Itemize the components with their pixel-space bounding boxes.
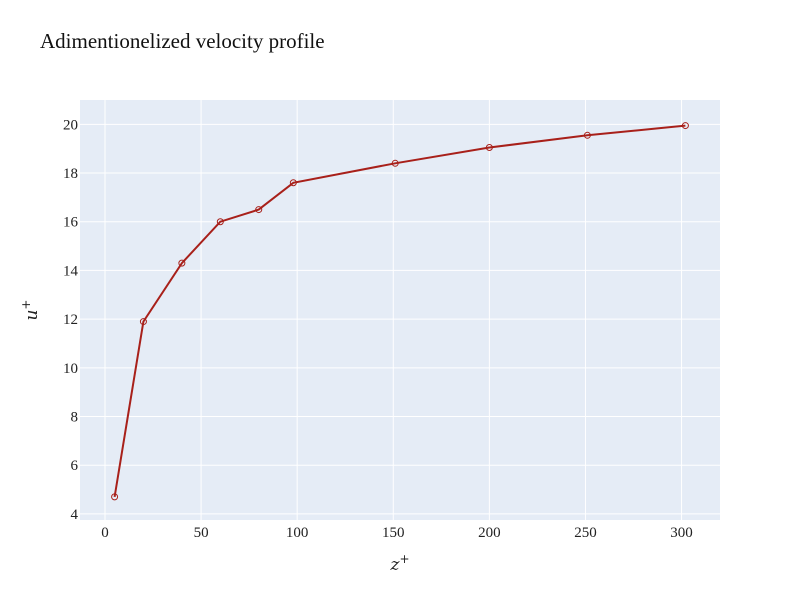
- x-axis-label-sup: +: [399, 552, 409, 566]
- x-tick-label: 0: [101, 525, 109, 541]
- y-tick-label: 20: [63, 117, 78, 133]
- x-axis-label: z+: [389, 552, 409, 575]
- x-tick-label: 150: [382, 525, 405, 541]
- x-tick-label: 300: [670, 525, 693, 541]
- y-axis-label-sup: +: [19, 299, 33, 309]
- data-point: [485, 143, 493, 151]
- y-axis-label: u+: [19, 299, 42, 320]
- data-point: [111, 493, 119, 501]
- x-axis-label-base: z: [389, 555, 400, 575]
- y-tick-label: 12: [63, 312, 78, 328]
- x-tick-label: 250: [574, 525, 597, 541]
- plot-area: [80, 100, 720, 520]
- x-axis-ticks: 0 50 100 150 200 250 300: [101, 525, 693, 541]
- x-tick-label: 100: [286, 525, 309, 541]
- series-line: [113, 124, 686, 498]
- grid-lines: [80, 100, 720, 520]
- y-tick-label: 16: [63, 215, 79, 231]
- y-tick-label: 10: [63, 361, 78, 377]
- data-point: [139, 318, 147, 326]
- data-point: [289, 179, 297, 187]
- y-tick-label: 14: [63, 263, 79, 279]
- data-point: [681, 122, 689, 130]
- series-markers: [111, 122, 689, 501]
- data-point: [216, 218, 224, 226]
- x-tick-label: 200: [478, 525, 501, 541]
- data-point: [178, 259, 186, 267]
- data-point: [255, 206, 263, 214]
- y-axis-ticks: 4 6 8 10 12 14 16 18 20: [63, 117, 79, 523]
- y-tick-label: 6: [71, 458, 79, 474]
- data-point: [583, 131, 591, 139]
- y-tick-label: 4: [71, 507, 79, 523]
- data-point: [391, 159, 399, 167]
- chart-title: Adimentionelized velocity profile: [40, 29, 325, 53]
- y-axis-label-base: u: [22, 310, 42, 321]
- x-tick-label: 50: [194, 525, 209, 541]
- y-tick-label: 18: [63, 166, 78, 182]
- y-tick-label: 8: [71, 410, 79, 426]
